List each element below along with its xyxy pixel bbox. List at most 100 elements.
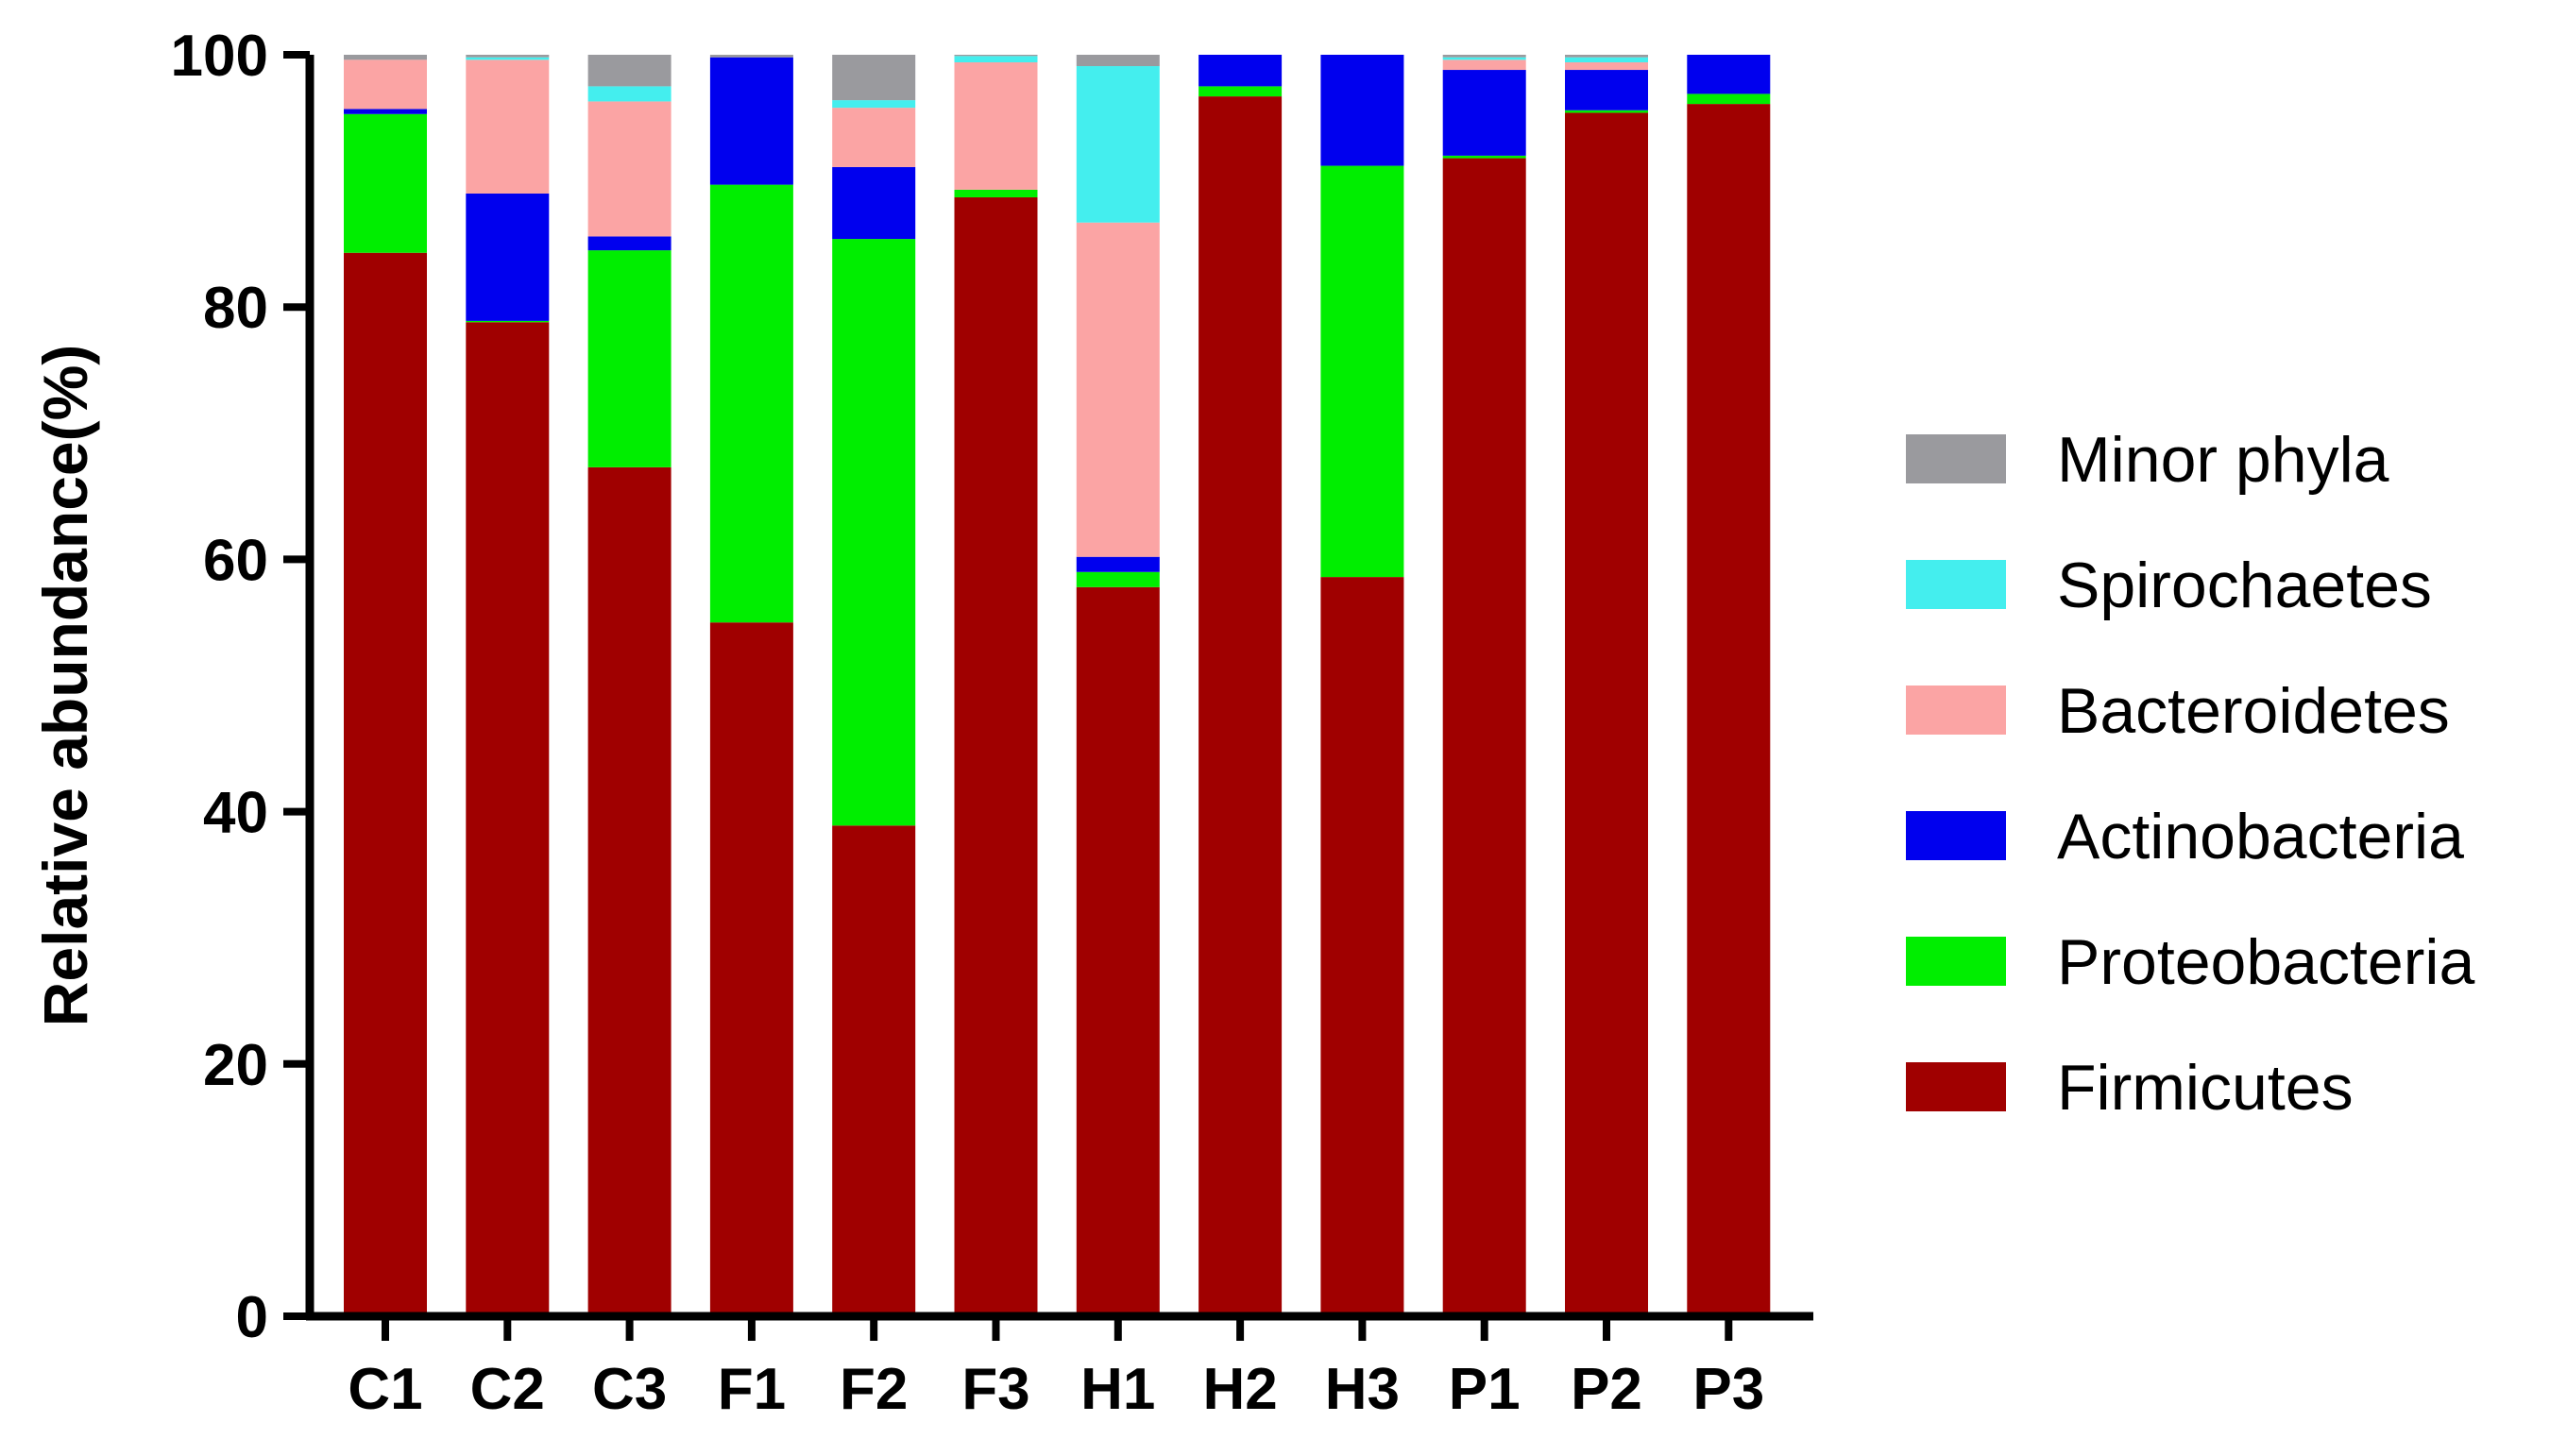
bar-stack-p2	[1565, 55, 1648, 1316]
bar-segment-f3-spirochaetes	[954, 56, 1038, 63]
bar-segment-f2-actinobacteria	[832, 166, 916, 240]
bar-segment-h3-proteobacteria	[1320, 165, 1404, 578]
y-tick-label: 40	[203, 781, 268, 846]
bar-segment-c3-minor-phyla	[587, 55, 672, 87]
bar-segment-c1-actinobacteria	[344, 109, 427, 114]
legend-swatch-bacteroidetes	[1906, 686, 2006, 735]
bar-segment-f1-proteobacteria	[709, 184, 793, 623]
legend-item-firmicutes: Firmicutes	[1906, 1052, 2354, 1124]
legend-swatch-minor-phyla	[1906, 434, 2006, 483]
bar-stack-h1	[1076, 55, 1160, 1316]
bar-segment-f3-bacteroidetes	[954, 62, 1038, 190]
x-tick-label-h1: H1	[1080, 1357, 1155, 1422]
bar-stack-c2	[466, 55, 550, 1317]
bar-segment-f1-minor-phyla	[709, 55, 793, 58]
bar-segment-f1-actinobacteria	[709, 57, 793, 185]
legend-item-spirochaetes: Spirochaetes	[1906, 550, 2432, 621]
bar-segment-c2-minor-phyla	[466, 55, 550, 58]
bar-segment-p1-spirochaetes	[1442, 57, 1526, 60]
legend-label-proteobacteria: Proteobacteria	[2057, 926, 2474, 998]
bar-segment-c2-firmicutes	[466, 322, 550, 1317]
bar-segment-f2-bacteroidetes	[832, 108, 916, 167]
x-tick-label-f1: F1	[718, 1357, 786, 1422]
legend-swatch-spirochaetes	[1906, 560, 2006, 609]
x-ticks: C1 C2 C3 F1 F2 F3 H1 H2 H3 P1 P2 P3	[348, 1316, 1764, 1422]
bar-segment-p3-proteobacteria	[1687, 93, 1771, 105]
legend-item-bacteroidetes: Bacteroidetes	[1906, 675, 2450, 747]
bar-segment-p3-actinobacteria	[1687, 55, 1771, 94]
bar-segment-h2-proteobacteria	[1198, 86, 1283, 97]
bar-segment-f2-proteobacteria	[832, 239, 916, 826]
x-tick-label-p1: P1	[1449, 1357, 1521, 1422]
bar-segment-f3-minor-phyla	[954, 55, 1038, 57]
x-tick-label-h2: H2	[1202, 1357, 1277, 1422]
bar-segment-c3-spirochaetes	[587, 86, 672, 102]
bar-stack-p1	[1442, 55, 1526, 1316]
x-tick-label-h3: H3	[1325, 1357, 1400, 1422]
bar-segment-h2-firmicutes	[1198, 96, 1283, 1316]
legend-swatch-proteobacteria	[1906, 937, 2006, 986]
bar-segment-p2-firmicutes	[1565, 112, 1648, 1316]
bar-segment-h3-actinobacteria	[1320, 55, 1404, 166]
legend-label-actinobacteria: Actinobacteria	[2057, 801, 2464, 872]
bar-stack-f3	[954, 55, 1038, 1316]
legend-swatch-actinobacteria	[1906, 811, 2006, 860]
legend-item-proteobacteria: Proteobacteria	[1906, 926, 2474, 998]
legend-item-actinobacteria: Actinobacteria	[1906, 801, 2464, 872]
x-tick-label-p3: P3	[1692, 1357, 1764, 1422]
bar-stack-h3	[1320, 55, 1404, 1316]
bar-segment-f3-firmicutes	[954, 196, 1038, 1316]
bar-segment-h1-proteobacteria	[1076, 571, 1160, 587]
bar-segment-p3-firmicutes	[1687, 104, 1771, 1316]
bars	[344, 55, 1771, 1317]
y-tick-label: 80	[203, 276, 268, 341]
x-tick-label-c2: C2	[470, 1357, 545, 1422]
bar-segment-c3-bacteroidetes	[587, 101, 672, 237]
legend-label-spirochaetes: Spirochaetes	[2057, 550, 2432, 621]
bar-segment-f3-proteobacteria	[954, 189, 1038, 197]
bar-segment-p1-firmicutes	[1442, 158, 1526, 1316]
y-tick-label: 20	[203, 1033, 268, 1098]
bar-segment-h1-bacteroidetes	[1076, 222, 1160, 557]
bar-segment-p2-actinobacteria	[1565, 70, 1648, 110]
bar-segment-p1-actinobacteria	[1442, 70, 1526, 156]
bar-segment-c2-actinobacteria	[466, 193, 550, 321]
bar-stack-h2	[1198, 55, 1283, 1316]
x-tick-label-c3: C3	[592, 1357, 667, 1422]
bar-segment-c1-firmicutes	[344, 252, 427, 1317]
y-tick-label: 0	[236, 1285, 268, 1350]
bar-segment-h1-spirochaetes	[1076, 66, 1160, 223]
bar-segment-f1-firmicutes	[709, 622, 793, 1316]
x-tick-label-f3: F3	[961, 1357, 1029, 1422]
bar-stack-p3	[1687, 55, 1771, 1316]
bar-segment-c1-minor-phyla	[344, 55, 427, 60]
bar-stack-f2	[832, 55, 916, 1316]
bar-segment-p2-spirochaetes	[1565, 57, 1648, 63]
bar-segment-f2-firmicutes	[832, 825, 916, 1316]
bar-segment-f2-minor-phyla	[832, 55, 916, 101]
bar-segment-p1-minor-phyla	[1442, 55, 1526, 58]
legend-label-minor-phyla: Minor phyla	[2057, 424, 2389, 496]
legend-swatch-firmicutes	[1906, 1062, 2006, 1111]
legend: Minor phyla Spirochaetes Bacteroidetes Acti…	[1906, 424, 2474, 1124]
bar-stack-c1	[344, 55, 427, 1317]
legend-item-minor-phyla: Minor phyla	[1906, 424, 2389, 496]
bar-segment-h3-firmicutes	[1320, 577, 1404, 1316]
y-tick-label: 100	[171, 24, 268, 89]
bar-segment-h1-firmicutes	[1076, 586, 1160, 1316]
bar-segment-c1-proteobacteria	[344, 113, 427, 253]
bar-stack-c3	[587, 55, 672, 1316]
bar-segment-h1-actinobacteria	[1076, 556, 1160, 572]
bar-segment-c1-bacteroidetes	[344, 59, 427, 110]
y-ticks: 0 20 40 60 80 100	[171, 24, 310, 1350]
x-tick-label-f2: F2	[840, 1357, 908, 1422]
y-tick-label: 60	[203, 528, 268, 593]
bar-stack-f1	[709, 55, 793, 1316]
x-tick-label-c1: C1	[348, 1357, 422, 1422]
bar-segment-p2-bacteroidetes	[1565, 62, 1648, 71]
legend-label-bacteroidetes: Bacteroidetes	[2057, 675, 2450, 747]
bar-segment-c2-bacteroidetes	[466, 59, 550, 194]
bar-segment-c3-proteobacteria	[587, 250, 672, 467]
bar-segment-p1-proteobacteria	[1442, 155, 1526, 159]
